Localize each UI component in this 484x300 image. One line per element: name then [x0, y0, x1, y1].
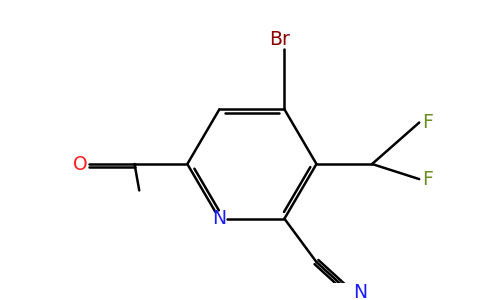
Text: N: N [212, 209, 227, 228]
Text: N: N [353, 283, 367, 300]
Text: F: F [422, 169, 433, 189]
Text: Br: Br [269, 30, 290, 49]
Text: F: F [422, 113, 433, 132]
Text: O: O [73, 154, 88, 173]
